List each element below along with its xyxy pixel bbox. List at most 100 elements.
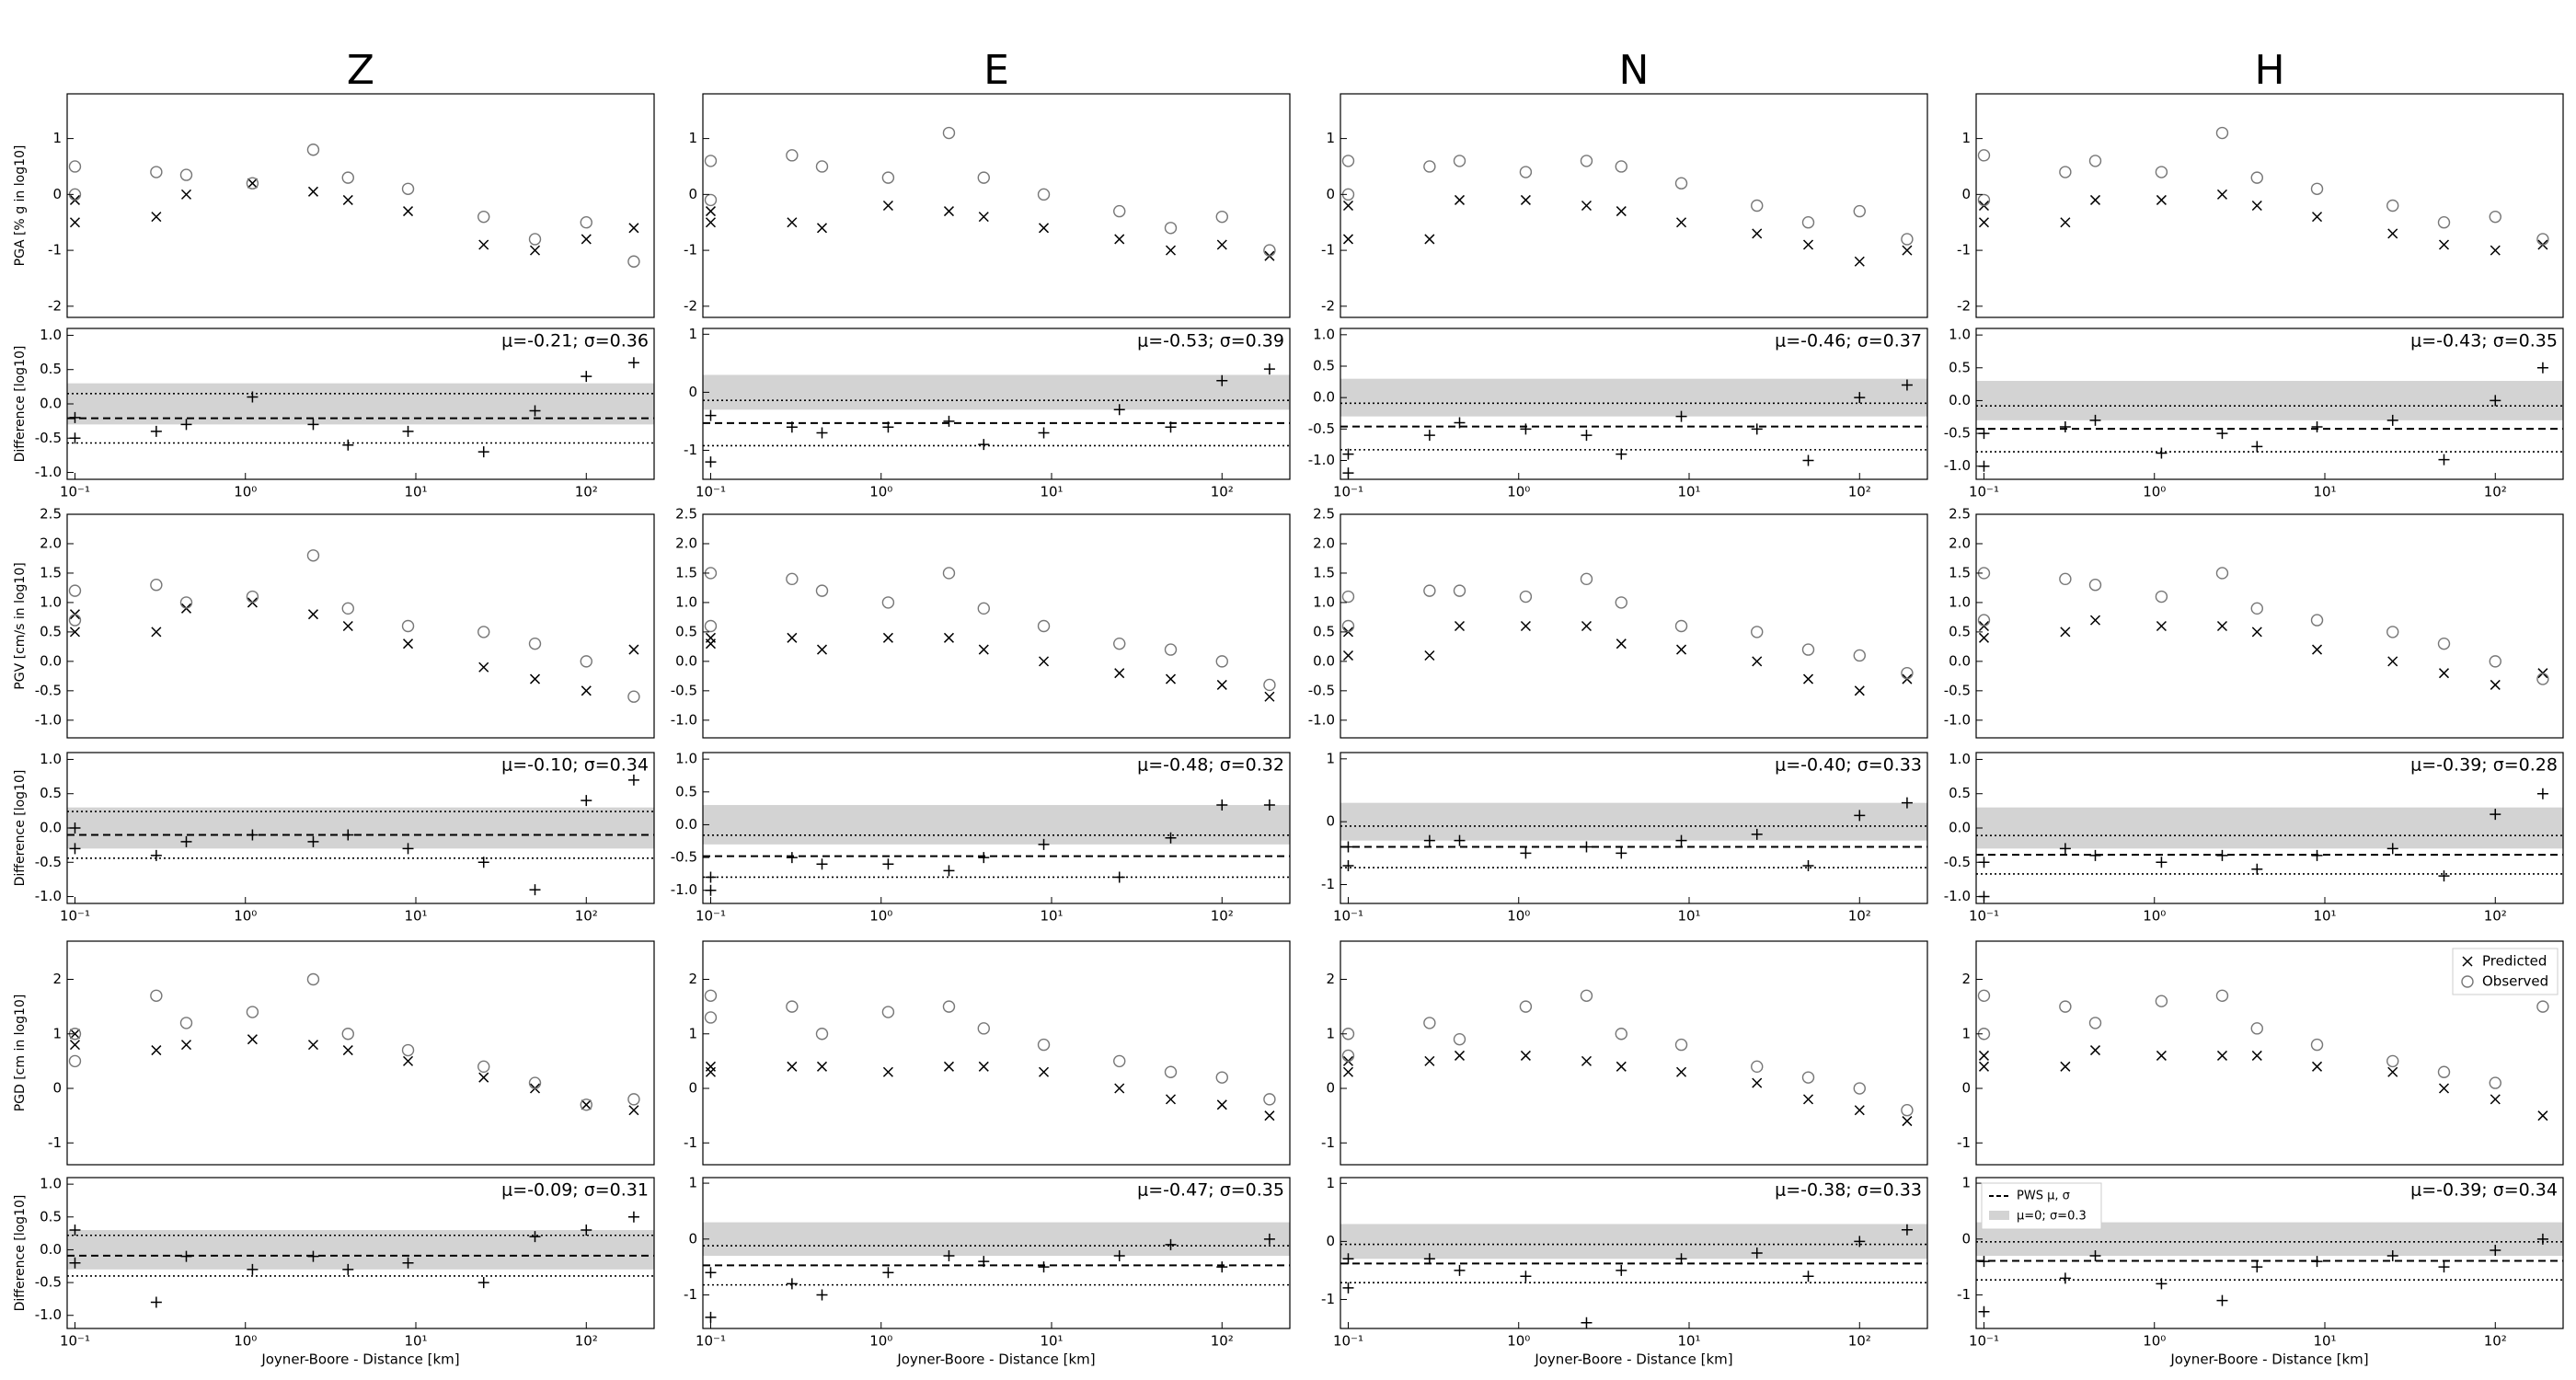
observed-point bbox=[306, 972, 320, 986]
reference-band bbox=[1340, 802, 1927, 841]
x-tick-label: 10² bbox=[1211, 908, 1234, 925]
predicted-point bbox=[1520, 1050, 1531, 1061]
difference-point bbox=[816, 1289, 828, 1301]
x-tick-label: 10² bbox=[1211, 1333, 1234, 1350]
observed-point bbox=[1751, 626, 1764, 638]
predicted-point bbox=[1216, 679, 1227, 690]
difference-point bbox=[1038, 838, 1050, 850]
observed-point bbox=[942, 126, 956, 140]
predicted-point bbox=[1454, 1050, 1466, 1061]
difference-point bbox=[1854, 1236, 1866, 1248]
difference-point bbox=[477, 857, 489, 868]
plot-area bbox=[703, 1222, 1290, 1323]
y-tick-label: 0.5 bbox=[1313, 358, 1335, 374]
y-tick-label: 0 bbox=[688, 384, 697, 400]
difference-point bbox=[1342, 1282, 1354, 1294]
predicted-point bbox=[2060, 217, 2071, 228]
predicted-point bbox=[2251, 627, 2262, 638]
difference-point bbox=[2089, 1250, 2101, 1262]
difference-point bbox=[1263, 799, 1275, 811]
plot-area bbox=[68, 144, 640, 268]
observed-point bbox=[704, 989, 718, 1002]
axes-frame bbox=[1340, 93, 1928, 318]
observed-point bbox=[2250, 602, 2263, 615]
y-tick-label: 0.0 bbox=[40, 1241, 62, 1258]
y-tick-label: 0.0 bbox=[1313, 389, 1335, 406]
observed-point bbox=[2310, 182, 2324, 195]
y-axis-label: Difference [log10] bbox=[13, 1195, 28, 1312]
predicted-point bbox=[2311, 1061, 2323, 1072]
y-tick-label: 1 bbox=[1326, 1025, 1335, 1041]
y-tick-label: 1 bbox=[1961, 130, 1971, 146]
predicted-point bbox=[2311, 212, 2323, 223]
observed-point bbox=[246, 177, 259, 190]
predicted-point bbox=[1216, 1099, 1227, 1110]
y-tick-label: -0.5 bbox=[671, 849, 697, 866]
observed-point bbox=[2155, 166, 2168, 178]
predicted-point bbox=[529, 673, 541, 684]
x-axis-label: Joyner-Boore - Distance [km] bbox=[260, 1351, 459, 1368]
difference-point bbox=[1520, 1271, 1532, 1282]
observed-point bbox=[1519, 1000, 1533, 1013]
observed-point bbox=[341, 1028, 354, 1041]
observed-point bbox=[2215, 567, 2229, 580]
y-tick-label: 0 bbox=[688, 1080, 697, 1097]
x-tick-label: 10⁻¹ bbox=[696, 484, 726, 500]
predicted-point bbox=[1264, 1110, 1275, 1121]
observed-point bbox=[977, 171, 990, 184]
observed-point bbox=[150, 989, 163, 1002]
difference-point bbox=[1978, 1305, 1990, 1317]
predicted-point bbox=[816, 223, 828, 234]
y-tick-label: 2 bbox=[1961, 971, 1971, 987]
reference-band bbox=[1340, 378, 1927, 417]
difference-point bbox=[978, 852, 990, 864]
axes-frame bbox=[1975, 1177, 2564, 1329]
predicted-point bbox=[403, 206, 414, 217]
observed-point bbox=[401, 1043, 415, 1057]
difference-point bbox=[2251, 1261, 2263, 1273]
y-tick-label: 2 bbox=[52, 971, 62, 987]
observed-point bbox=[977, 1022, 990, 1035]
predicted-point bbox=[1978, 217, 1990, 228]
observed-point bbox=[2059, 572, 2072, 586]
difference-point bbox=[2251, 863, 2263, 875]
observed-point bbox=[881, 171, 895, 184]
predicted-point bbox=[628, 223, 639, 234]
difference-point bbox=[705, 1311, 717, 1323]
axes-frame bbox=[1340, 940, 1928, 1166]
predicted-point bbox=[247, 178, 258, 189]
observed-point bbox=[477, 626, 490, 638]
predicted-point bbox=[1038, 1066, 1050, 1077]
stats-annotation: μ=-0.21; σ=0.36 bbox=[501, 331, 649, 351]
predicted-point bbox=[628, 1105, 639, 1116]
y-tick-label: 0.5 bbox=[40, 361, 62, 377]
observed-point bbox=[2437, 637, 2451, 650]
predicted-point bbox=[705, 1061, 717, 1072]
predicted-point bbox=[1978, 632, 1990, 643]
plot-area bbox=[1341, 572, 1914, 696]
difference-point bbox=[2216, 849, 2228, 861]
reference-band bbox=[67, 807, 654, 849]
x-tick-label: 10⁻¹ bbox=[1333, 908, 1363, 925]
observed-point bbox=[1263, 678, 1276, 692]
y-tick-label: -1 bbox=[1957, 1134, 1971, 1151]
x-tick-label: 10¹ bbox=[2313, 484, 2336, 500]
difference-point bbox=[1423, 430, 1435, 442]
predicted-point bbox=[1165, 1094, 1177, 1105]
predicted-point bbox=[403, 638, 414, 650]
observed-point bbox=[1853, 204, 1866, 218]
predicted-point bbox=[1581, 200, 1593, 212]
difference-point bbox=[2438, 1261, 2450, 1273]
plot-area bbox=[703, 799, 1290, 896]
observed-point bbox=[1751, 199, 1764, 213]
observed-point bbox=[786, 149, 799, 162]
reference-band bbox=[1976, 807, 2563, 849]
y-tick-label: 0.5 bbox=[1313, 623, 1335, 639]
difference-point bbox=[627, 774, 639, 786]
y-tick-label: 0 bbox=[688, 186, 697, 202]
predicted-point bbox=[307, 609, 318, 620]
y-tick-label: -0.5 bbox=[1308, 420, 1335, 437]
y-tick-label: -1 bbox=[684, 1134, 697, 1151]
difference-point bbox=[1520, 847, 1532, 859]
predicted-point bbox=[2251, 200, 2262, 212]
